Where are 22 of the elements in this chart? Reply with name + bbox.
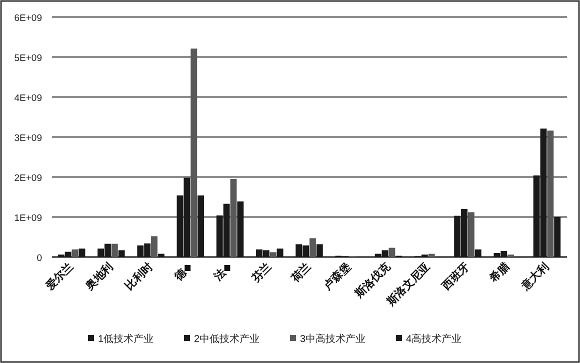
x-tick-label: 爱尔兰 [42,260,76,294]
y-tick-label: 1E+09 [14,213,42,224]
x-tick-label: 卢森堡 [320,260,354,294]
legend-label: 2中低技术产业 [194,333,260,345]
y-tick-label: 4E+09 [14,93,42,104]
x-tick-label: 法◆ [210,260,235,284]
x-tick-label: 意大利 [518,260,552,294]
x-tick-label: 奥地利 [82,260,116,294]
x-tick-label: 芬兰 [248,260,274,286]
legend-label: 1低技术产业 [98,333,154,345]
legend-label: 4高技术产业 [406,333,462,345]
y-tick-label: 6E+09 [14,13,42,24]
y-tick-label: 0 [36,253,42,264]
legend-label: 3中高技术产业 [300,333,366,345]
y-tick-label: 5E+09 [14,53,42,64]
x-tick-label: 西班牙 [438,260,472,294]
x-tick-label: 德◆ [171,260,196,284]
x-tick-label: 荷兰 [288,260,314,286]
y-tick-label: 3E+09 [14,133,42,144]
x-tick-label: 比利时 [122,260,156,292]
x-tick-label: 希腊 [486,260,512,286]
y-tick-label: 2E+09 [14,173,42,184]
